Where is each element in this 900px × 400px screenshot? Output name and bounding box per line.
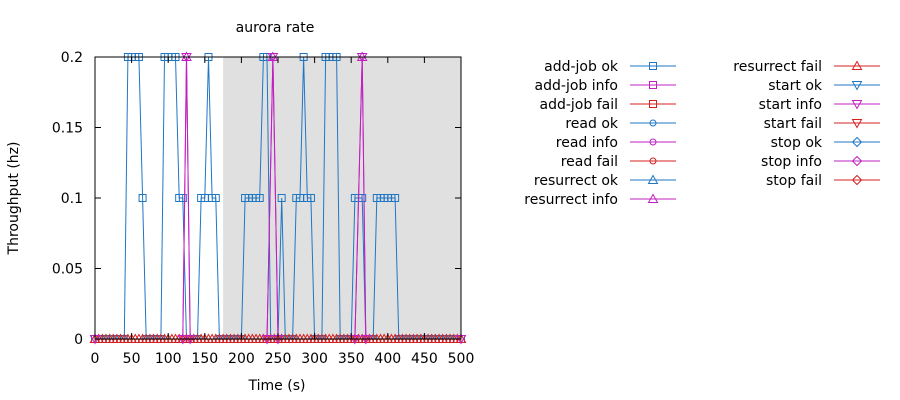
legend-item: stop info	[761, 154, 880, 170]
y-tick-label: 0	[74, 332, 83, 348]
x-tick-label: 500	[448, 351, 475, 367]
legend-item: start ok	[768, 78, 880, 94]
y-axis: 0 0.05 0.1 0.15 0.2	[52, 50, 461, 348]
x-tick-label: 400	[374, 351, 401, 367]
x-tick-label: 50	[123, 351, 141, 367]
legend-item: resurrect fail	[733, 59, 880, 75]
legend-item: resurrect info	[524, 192, 676, 208]
legend-item: read ok	[565, 116, 676, 132]
data-point	[277, 194, 286, 202]
x-tick-label: 450	[411, 351, 438, 367]
legend-marker	[851, 81, 863, 91]
legend-item: stop ok	[771, 135, 880, 151]
legend-label: add-job info	[535, 78, 618, 94]
legend-label: add-job fail	[540, 97, 618, 113]
legend-label: resurrect fail	[733, 59, 822, 75]
legend-marker	[851, 155, 863, 167]
x-tick-label: 100	[155, 351, 182, 367]
legend-label: start info	[759, 97, 822, 113]
legend-marker	[649, 100, 657, 108]
legend-marker	[851, 174, 863, 186]
legend-label: stop info	[761, 154, 822, 170]
x-axis: 0 50 100 150 200 250 300 350 400 450 500	[91, 57, 475, 367]
legend-marker	[649, 62, 657, 70]
data-point	[138, 194, 147, 202]
x-axis-label: Time (s)	[248, 378, 306, 394]
legend-item: resurrect ok	[534, 173, 676, 189]
y-tick-label: 0.2	[61, 50, 83, 66]
y-axis-label: Throughput (hz)	[6, 142, 22, 256]
y-tick-label: 0.15	[52, 121, 83, 137]
legend-item: read fail	[561, 154, 676, 170]
legend-label: read ok	[565, 116, 619, 132]
data-point	[255, 194, 264, 202]
data-point	[306, 194, 315, 202]
legend-label: stop ok	[771, 135, 823, 151]
legend-item: add-job ok	[544, 59, 676, 75]
x-tick-label: 0	[91, 351, 100, 367]
legend-label: add-job ok	[544, 59, 619, 75]
legend-item: start fail	[764, 116, 880, 132]
legend-label: start fail	[764, 116, 822, 132]
legend-item: stop fail	[766, 173, 880, 189]
x-tick-label: 150	[191, 351, 218, 367]
legend-label: start ok	[768, 78, 823, 94]
y-tick-label: 0.1	[61, 191, 83, 207]
legend-marker	[649, 138, 657, 146]
x-tick-label: 350	[338, 351, 365, 367]
legend-marker	[649, 81, 657, 89]
legend-marker	[851, 119, 863, 129]
data-point	[211, 194, 220, 202]
legend-label: resurrect info	[524, 192, 618, 208]
y-tick-label: 0.05	[52, 262, 83, 278]
x-tick-label: 200	[228, 351, 255, 367]
legend-item: add-job info	[535, 78, 676, 94]
data-point	[178, 194, 187, 202]
legend-label: read fail	[561, 154, 618, 170]
legend-marker	[851, 60, 863, 70]
chart-title: aurora rate	[236, 20, 315, 36]
legend: add-job ok add-job info add-job fail read o…	[524, 59, 880, 208]
legend-item: read info	[556, 135, 676, 151]
legend-label: read info	[556, 135, 618, 151]
legend-item: add-job fail	[540, 97, 676, 113]
x-tick-label: 300	[301, 351, 328, 367]
data-point	[391, 194, 400, 202]
legend-marker	[649, 119, 657, 127]
legend-marker	[647, 193, 659, 203]
legend-item: start info	[759, 97, 880, 113]
x-tick-label: 250	[265, 351, 292, 367]
legend-marker	[649, 157, 657, 165]
legend-label: stop fail	[766, 173, 822, 189]
legend-label: resurrect ok	[534, 173, 619, 189]
legend-marker	[851, 136, 863, 148]
legend-marker	[647, 174, 659, 184]
legend-marker	[851, 100, 863, 110]
